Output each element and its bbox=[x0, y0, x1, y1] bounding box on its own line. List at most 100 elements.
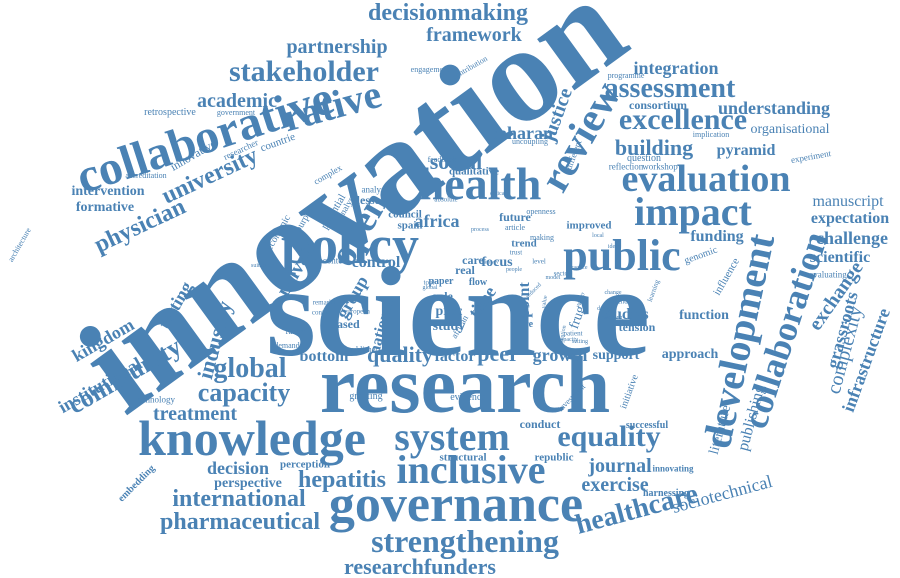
word-retrospective: retrospective bbox=[144, 107, 196, 118]
word-article: article bbox=[505, 223, 525, 232]
word-trend: trend bbox=[511, 237, 537, 250]
word-growth: growth bbox=[532, 345, 588, 365]
word-study: study bbox=[432, 319, 466, 334]
word-perception: perception bbox=[280, 458, 330, 471]
word-health: health bbox=[418, 158, 542, 209]
word-change: change bbox=[604, 290, 622, 296]
word-decision: decision bbox=[206, 458, 270, 478]
word-studies: studies bbox=[601, 306, 649, 323]
word-funding: funding bbox=[690, 228, 744, 245]
word-context: context bbox=[322, 255, 350, 266]
word-journal: journal bbox=[588, 455, 652, 477]
word-pathway: pathway bbox=[481, 260, 499, 266]
word-level: level bbox=[532, 257, 546, 266]
word-international: international bbox=[172, 486, 306, 512]
word-peer: peer bbox=[477, 341, 519, 366]
word-organisational: organisational bbox=[750, 122, 830, 137]
word-mapping: mapping bbox=[601, 315, 623, 321]
word-government: government bbox=[216, 108, 256, 117]
word-control: control bbox=[351, 254, 401, 271]
word-global: global bbox=[213, 353, 287, 384]
word-granting: granting bbox=[349, 391, 383, 402]
word-role: role bbox=[433, 289, 453, 303]
word-academic: academic bbox=[197, 90, 277, 112]
word-paper: paper bbox=[428, 276, 454, 287]
word-decisionmaking: decisionmaking bbox=[367, 0, 529, 26]
word-funder: funder bbox=[285, 327, 307, 336]
word-demand: demand bbox=[274, 341, 300, 350]
word-policy: policy bbox=[280, 215, 420, 275]
word-partnership: partnership bbox=[286, 36, 388, 58]
word-tension: tension bbox=[618, 320, 656, 334]
word-factor: factor bbox=[434, 348, 476, 365]
word-analysis: analysis bbox=[361, 184, 391, 195]
word-improved: improved bbox=[566, 219, 612, 232]
word-reflection: reflection bbox=[608, 161, 644, 172]
word-uncoupling: uncoupling bbox=[512, 137, 548, 146]
word-intervention: intervention bbox=[71, 184, 145, 199]
word-function: function bbox=[679, 308, 729, 323]
word-real: real bbox=[455, 263, 475, 277]
word-embedding: embedding bbox=[116, 463, 158, 505]
word-more: more bbox=[510, 319, 534, 330]
word-programme: programme bbox=[607, 71, 645, 80]
word-understanding: understanding bbox=[717, 98, 831, 118]
word-challenge: challenge bbox=[816, 228, 888, 248]
word-evidence: evidence bbox=[450, 392, 486, 403]
word-capacity-small: capacity bbox=[558, 337, 578, 343]
word-based: based bbox=[330, 317, 360, 331]
word-evaluation: evaluation bbox=[621, 158, 791, 200]
word-question: question bbox=[627, 153, 661, 164]
word-pyramid: pyramid bbox=[716, 142, 776, 159]
word-local: local bbox=[592, 233, 604, 239]
word-hepatitis: hepatitis bbox=[297, 467, 387, 493]
word-capacity: capacity bbox=[197, 378, 291, 407]
word-process: process bbox=[471, 227, 489, 233]
word-genomic: genomic bbox=[682, 244, 719, 267]
word-formative: formative bbox=[75, 200, 135, 215]
word-evaluating: evaluating bbox=[809, 269, 847, 280]
word-engagement: engagement bbox=[410, 65, 450, 74]
word-social: social bbox=[429, 149, 483, 174]
word-patient: patient bbox=[563, 329, 583, 338]
word-research: research bbox=[319, 342, 611, 430]
word-tool: tool bbox=[423, 278, 435, 287]
word-excellence: excellence bbox=[618, 103, 748, 136]
word-future: future bbox=[499, 210, 531, 224]
word-strengthening: strengthening bbox=[371, 523, 559, 559]
word-governance: governance bbox=[328, 476, 584, 533]
word-structural: structural bbox=[439, 451, 487, 464]
word-public: public bbox=[563, 231, 681, 280]
word-practice: practice bbox=[568, 265, 588, 271]
word-design: design bbox=[597, 306, 613, 312]
word-quality: quality bbox=[366, 342, 434, 367]
word-assessment: assessment bbox=[604, 73, 736, 104]
word-building: building bbox=[614, 135, 694, 160]
word-european: european bbox=[344, 307, 370, 316]
word-focus: focus bbox=[481, 255, 513, 270]
word-making: making bbox=[530, 233, 554, 242]
word-consortium: consortium bbox=[629, 98, 687, 112]
word-science: science bbox=[266, 241, 650, 383]
word-conduct: conduct bbox=[519, 417, 561, 431]
word-approach: approach bbox=[661, 347, 719, 362]
word-innovating: innovating bbox=[652, 463, 694, 474]
word-impact: impact bbox=[634, 189, 752, 234]
word-architecture: architecture bbox=[6, 226, 33, 264]
word-researchfunders: researchfunders bbox=[344, 554, 496, 578]
word-treatment: treatment bbox=[152, 403, 238, 425]
word-publisher: publisher bbox=[348, 345, 378, 354]
word-feedback: feedback bbox=[427, 155, 457, 164]
word-flow: flow bbox=[468, 277, 488, 288]
word-inclusive: inclusive bbox=[396, 447, 546, 492]
word-absolute: absolute bbox=[434, 195, 458, 204]
word-proc: proc bbox=[435, 304, 463, 319]
word-suitability: suitability bbox=[251, 263, 275, 269]
word-remarks: remarks bbox=[312, 298, 336, 307]
word-harnessing: harnessing bbox=[642, 488, 690, 499]
word-global-small: global bbox=[422, 285, 438, 291]
word-manuscript: manuscript bbox=[812, 193, 884, 210]
word-implication: implication bbox=[692, 130, 730, 139]
word-lesson: lesson bbox=[356, 193, 388, 207]
